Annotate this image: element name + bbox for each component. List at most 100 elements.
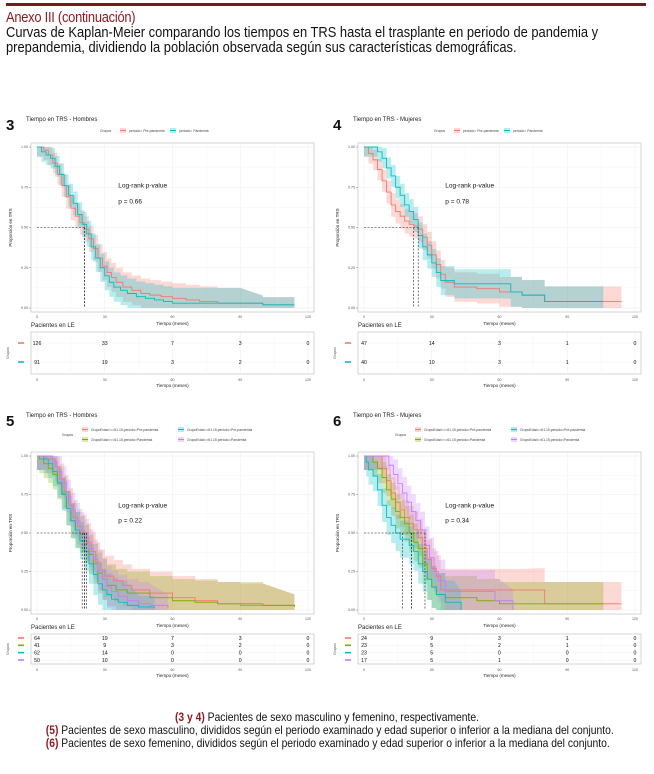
logrank-label: Log-rank p-value (118, 183, 167, 190)
chart-title: Tiempo en TRS - Hombres (26, 413, 97, 419)
legend-label: GrupoEdad=>61.15,periodo=Pre-pandemia (520, 428, 585, 432)
risk-cell: 24 (361, 636, 367, 642)
risk-cell: 3 (171, 643, 174, 649)
x-tick-label: 0 (36, 315, 38, 319)
risk-cell: 1 (566, 643, 569, 649)
ci-band (364, 456, 514, 610)
logrank-label: Log-rank p-value (445, 183, 494, 190)
x-tick-label: 30 (430, 617, 434, 621)
caption-line: (5) Pacientes de sexo masculino, dividid… (45, 723, 614, 737)
x-tick-label: 0 (363, 617, 365, 621)
caption-tag: (6) (45, 736, 59, 750)
y-tick-label: 0.00 (21, 306, 28, 310)
survival-curve (37, 146, 295, 306)
risk-x-axis-label: Tiempo (meses) (483, 383, 516, 388)
legend-title: Grupos (434, 129, 445, 133)
risk-cell: 0 (307, 650, 310, 656)
legend-label: periodo= Pre-pandemia (463, 129, 499, 133)
risk-cell: 1 (498, 658, 501, 664)
risk-cell: 0 (307, 341, 310, 347)
legend-label: GrupoEdad=<=61.15,periodo=Pandemia (91, 438, 152, 442)
risk-table-ylabel: Grupos (333, 347, 337, 359)
logrank-label: Log-rank p-value (445, 502, 494, 509)
annex-heading: Anexo III (continuación) (6, 9, 136, 26)
risk-cell: 3 (239, 341, 242, 347)
caption-line: (6) Pacientes de sexo femenino, dividido… (45, 736, 610, 750)
x-tick-label: 120 (305, 315, 311, 319)
risk-cell: 3 (498, 360, 501, 366)
ci-band (37, 456, 168, 610)
km-panel-6: 6 Tiempo en TRS - Mujeres Grupos GrupoEdad=… (327, 408, 654, 708)
risk-cell: 23 (361, 650, 367, 656)
caption-line: (3 y 4) Pacientes de sexo masculino y fe… (46, 711, 608, 724)
y-tick-label: 0.25 (21, 266, 28, 270)
risk-cell: 0 (634, 360, 637, 366)
legend-label: periodo= Pre-pandemia (129, 129, 165, 133)
km-chart-svg: 3 Tiempo en TRS - Hombres Grupos periodo= P… (6, 117, 315, 388)
risk-cell: 0 (239, 650, 242, 656)
caption-tag: (5) (45, 723, 59, 737)
risk-cell: 9 (430, 636, 433, 642)
risk-cell: 7 (171, 636, 174, 642)
x-tick-label: 0 (36, 617, 38, 621)
x-tick-label: 30 (103, 617, 107, 621)
risk-x-axis-label: Tiempo (meses) (156, 383, 189, 388)
figure-description: Curvas de Kaplan-Meier comparando los ti… (6, 24, 599, 56)
risk-cell: 1 (566, 360, 569, 366)
risk-cell: 1 (566, 636, 569, 642)
x-tick-label: 90 (565, 617, 569, 621)
legend-label: periodo= Pandemia (513, 129, 543, 133)
y-tick-label: 0.25 (348, 570, 355, 574)
logrank-pvalue: p = 0.78 (445, 199, 469, 206)
risk-cell: 0 (634, 636, 637, 642)
header-rule (6, 3, 646, 6)
risk-cell: 0 (634, 341, 637, 347)
y-tick-label: 0.75 (348, 185, 355, 189)
risk-cell: 19 (102, 636, 108, 642)
x-tick-label: 120 (632, 617, 638, 621)
survival-curve (364, 455, 514, 610)
legend-title: Grupos (100, 129, 111, 133)
caption-text: Pacientes de sexo masculino y femenino, … (204, 710, 480, 724)
x-tick-label: 30 (103, 315, 107, 319)
risk-cell: 2 (239, 360, 242, 366)
risk-cell: 23 (361, 643, 367, 649)
risk-table-ylabel: Grupos (6, 347, 10, 359)
risk-x-tick-label: 30 (103, 668, 107, 672)
y-tick-label: 0.00 (21, 608, 28, 612)
risk-cell: 0 (498, 650, 501, 656)
risk-cell: 7 (171, 341, 174, 347)
logrank-label: Log-rank p-value (118, 502, 167, 509)
km-panel-3: 3 Tiempo en TRS - Hombres Grupos periodo= P… (0, 112, 327, 400)
risk-x-tick-label: 90 (238, 668, 242, 672)
y-tick-label: 0.50 (21, 531, 28, 535)
survival-curve (37, 455, 295, 607)
legend-label: GrupoEdad=<=61.15,periodo=Pandemia (424, 438, 485, 442)
risk-cell: 0 (307, 658, 310, 664)
risk-cell: 5 (430, 650, 433, 656)
survival-curve (364, 455, 462, 610)
x-axis-label: Tiempo (meses) (156, 623, 189, 628)
risk-cell: 0 (634, 650, 637, 656)
risk-cell: 0 (171, 650, 174, 656)
risk-table-ylabel: Grupos (333, 643, 337, 655)
y-tick-label: 0.25 (21, 570, 28, 574)
risk-cell: 0 (307, 643, 310, 649)
legend-label: GrupoEdad=>61.15,periodo=Pre-pandemia (187, 428, 252, 432)
risk-cell: 10 (429, 360, 435, 366)
risk-cell: 1 (566, 341, 569, 347)
risk-cell: 64 (34, 636, 40, 642)
legend-label: periodo= Pandemia (179, 129, 209, 133)
survival-curve (364, 455, 622, 605)
risk-x-tick-label: 90 (565, 668, 569, 672)
risk-cell: 50 (34, 658, 40, 664)
risk-cell: 3 (239, 636, 242, 642)
legend-label: GrupoEdad=>61.15,periodo=Pandemia (187, 438, 246, 442)
x-tick-label: 60 (171, 617, 175, 621)
risk-cell: 14 (102, 650, 108, 656)
legend-label: GrupoEdad=<=61.15,periodo=Pre-pandemia (91, 428, 158, 432)
risk-x-axis-label: Tiempo (meses) (483, 673, 516, 678)
risk-x-tick-label: 30 (430, 378, 434, 382)
risk-x-tick-label: 120 (632, 378, 638, 382)
y-tick-label: 1.00 (21, 454, 28, 458)
